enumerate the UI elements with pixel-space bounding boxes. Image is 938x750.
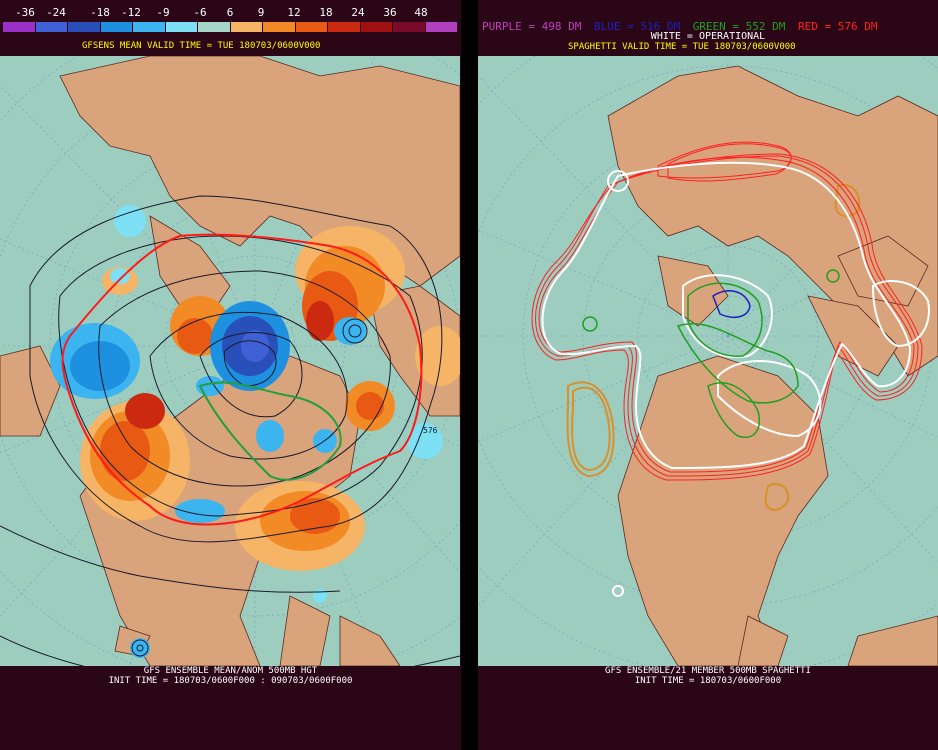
panel-divider [461, 0, 478, 750]
colorbar-labels: -36 -24 -18 -12 -9 -6 6 9 12 18 24 36 48 [3, 6, 458, 20]
colorbar-label: -6 [193, 6, 207, 19]
colorbar-label: -36 [15, 6, 35, 19]
contour-552-line [198, 381, 342, 481]
operational-legend: WHITE = OPERATIONAL [650, 31, 766, 42]
contour-label-576: 576 [423, 426, 438, 435]
colorbar-label: 12 [287, 6, 301, 19]
colorbar-swatch [425, 22, 458, 32]
colorbar-label: 6 [226, 6, 234, 19]
green-member-contours [582, 269, 840, 438]
red-member-contours [531, 141, 923, 481]
colorbar-label: 24 [351, 6, 365, 19]
colorbar-swatch [263, 22, 296, 32]
height-contours [0, 195, 460, 666]
colorbar-swatch [165, 22, 198, 32]
contour-576-line [61, 233, 423, 526]
blue-member-contours [712, 290, 751, 319]
colorbar-swatch [35, 22, 68, 32]
spaghetti-footer-line2: INIT TIME = 180703/0600F000 [634, 676, 782, 686]
colorbar-swatch [133, 22, 166, 32]
legend-red: RED = 576 DM [798, 20, 878, 33]
spaghetti-panel: PURPLE = 498 DM BLUE = 516 DM GREEN = 55… [478, 0, 938, 750]
white-operational-contours [541, 161, 930, 597]
colorbar-label: -12 [121, 6, 141, 19]
colorbar-label: 9 [257, 6, 265, 19]
colorbar-swatch [100, 22, 133, 32]
colorbar-label: 48 [414, 6, 428, 19]
colorbar-swatch [360, 22, 393, 32]
colorbar-swatch [230, 22, 263, 32]
spaghetti-valid-time-title: SPAGHETTI VALID TIME = TUE 180703/0600V0… [568, 42, 796, 52]
spaghetti-footer-line1: GFS ENSEMBLE/21 MEMBER 500MB SPAGHETTI [605, 666, 811, 676]
ensemble-mean-panel: -36 -24 -18 -12 -9 -6 6 9 12 18 24 36 48… [0, 0, 461, 750]
mean-footer-line1: GFS ENSEMBLE MEAN/ANOM 500MB HGT [143, 666, 318, 676]
colorbar-swatch [393, 22, 426, 32]
anomaly-colorbar: -36 -24 -18 -12 -9 -6 6 9 12 18 24 36 48 [3, 6, 458, 32]
colorbar-label: -9 [156, 6, 170, 19]
legend-green: GREEN = 552 DM [692, 20, 786, 33]
ensemble-mean-map: 576 [0, 56, 460, 666]
colorbar-label: 36 [383, 6, 397, 19]
colorbar-swatch [328, 22, 361, 32]
colorbar-swatch [198, 22, 231, 32]
colorbar-swatches [3, 22, 458, 32]
colorbar-label: -24 [46, 6, 66, 19]
colorbar-label: 18 [319, 6, 333, 19]
mean-valid-time-title: GFSENS MEAN VALID TIME = TUE 180703/0600… [82, 41, 321, 51]
cold-anomaly-shading [50, 205, 443, 658]
legend-purple: PURPLE = 498 DM [482, 20, 582, 33]
orange-member-contours [566, 184, 861, 511]
spaghetti-map [478, 56, 938, 666]
spaghetti-legend: PURPLE = 498 DM BLUE = 516 DM GREEN = 55… [482, 20, 884, 33]
legend-blue: BLUE = 516 DM [593, 20, 681, 33]
land-masses [607, 65, 938, 666]
colorbar-swatch [295, 22, 328, 32]
colorbar-label: -18 [90, 6, 110, 19]
colorbar-swatch [68, 22, 101, 32]
mean-footer-line2: INIT TIME = 180703/0600F000 : 090703/060… [108, 676, 353, 686]
colorbar-swatch [3, 22, 36, 32]
